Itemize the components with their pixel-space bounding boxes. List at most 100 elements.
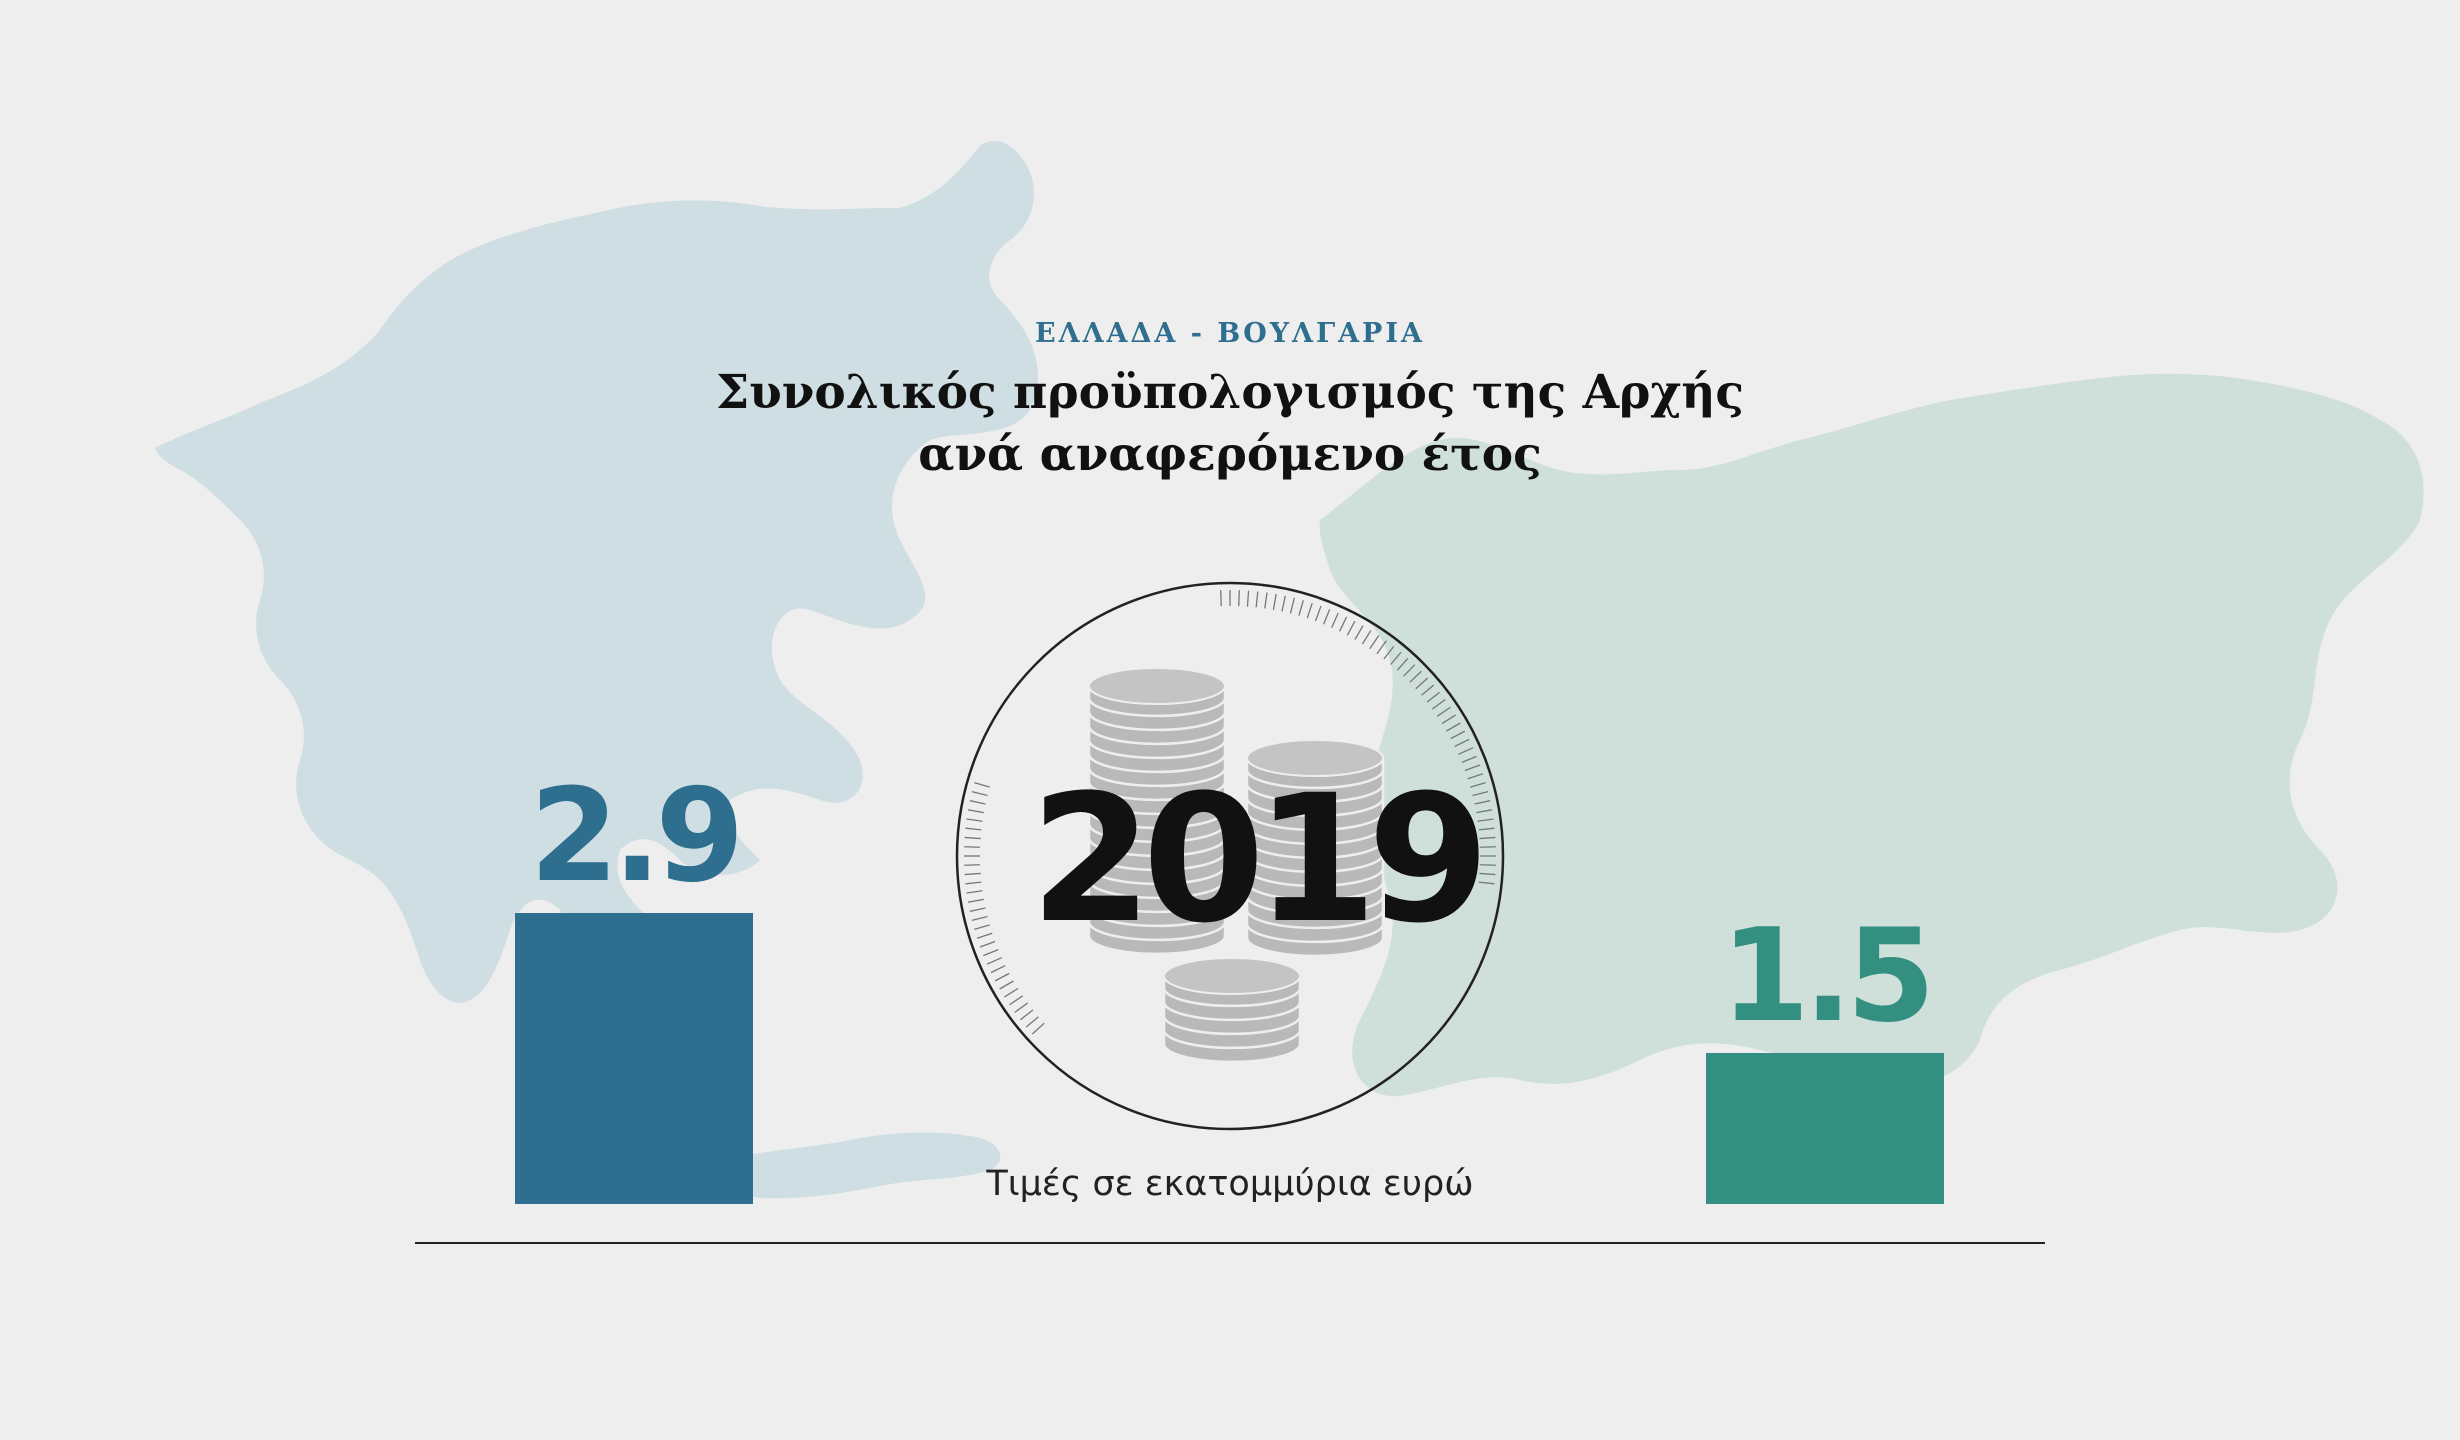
- dial-tick: [976, 932, 993, 939]
- dial-tick: [1220, 590, 1222, 607]
- dial-tick: [964, 836, 981, 840]
- dial-tick: [1281, 595, 1286, 612]
- dial-tick: [1339, 616, 1348, 632]
- chart-title: Συνολικός προϋπολογισμός της Αρχής ανά α…: [0, 362, 2460, 486]
- dial-tick: [971, 915, 988, 921]
- dial-tick: [1019, 1009, 1034, 1021]
- dial-tick: [969, 800, 986, 805]
- dial-tick: [967, 809, 984, 814]
- dial-tick: [1289, 597, 1295, 614]
- dial-tick: [1025, 1016, 1039, 1028]
- crete-shape: [727, 1132, 1001, 1199]
- dial-tick: [969, 907, 986, 912]
- chart-title-line-2: ανά αναφερόμενο έτος: [918, 427, 1542, 482]
- dial-tick: [1436, 706, 1451, 717]
- dial-tick: [1478, 881, 1495, 885]
- dial-tick: [1461, 755, 1477, 763]
- dial-tick: [1476, 809, 1493, 814]
- dial-tick: [1472, 791, 1489, 797]
- coin-stack: [1162, 957, 1302, 1064]
- year-dial: [955, 581, 1505, 1131]
- dial-tick: [1446, 722, 1461, 732]
- dial-tick: [1479, 836, 1496, 840]
- dial-tick: [965, 827, 982, 831]
- dial-tick: [1409, 670, 1422, 683]
- dial-tick: [966, 890, 983, 894]
- dial-tick: [964, 846, 981, 848]
- year-label: 2019: [1030, 757, 1490, 962]
- dial-tick: [990, 965, 1006, 974]
- dial-tick: [1331, 612, 1339, 628]
- dial-tick: [964, 872, 981, 876]
- dial-tick: [1477, 818, 1494, 822]
- chart-baseline: [415, 1242, 2045, 1244]
- dial-tick: [965, 881, 982, 885]
- bar-value-label-0: 2.9: [529, 762, 745, 911]
- dial-tick: [1431, 699, 1446, 710]
- dial-tick: [1479, 864, 1496, 866]
- dial-tick: [1346, 620, 1356, 636]
- dial-tick: [1383, 645, 1395, 660]
- dial-tick: [1390, 651, 1402, 665]
- dial-tick: [966, 818, 983, 822]
- dial-tick: [964, 864, 981, 866]
- dial-tick: [1450, 730, 1466, 740]
- dial-tick: [979, 940, 996, 948]
- dial-tick: [1478, 827, 1495, 831]
- dial-tick: [1376, 640, 1387, 655]
- dial-tick: [1314, 605, 1322, 622]
- chart-title-line-1: Συνολικός προϋπολογισμός της Αρχής: [715, 365, 1745, 420]
- dial-tick: [999, 980, 1014, 990]
- chart-subtitle: ΕΛΛΑΔΑ - ΒΟΥΛΓΑΡΙΑ: [1035, 318, 1425, 349]
- dial-tick: [1004, 987, 1019, 998]
- dial-tick: [1396, 657, 1409, 671]
- dial-tick: [1298, 600, 1304, 616]
- dial-tick: [1361, 630, 1372, 645]
- dial-tick: [1479, 872, 1496, 876]
- dial-tick: [1415, 677, 1429, 690]
- dial-tick: [1479, 846, 1496, 848]
- coin-stack: [1245, 739, 1385, 958]
- unit-note: Τιμές σε εκατομμύρια ευρώ: [986, 1164, 1474, 1204]
- dial-tick: [1369, 635, 1380, 650]
- dial-tick: [1272, 593, 1277, 610]
- coin-stack: [1087, 667, 1227, 956]
- bar-1: [1706, 1053, 1944, 1204]
- dial-tick: [1264, 592, 1268, 609]
- dial-tick: [1246, 590, 1250, 607]
- dial-tick: [974, 782, 990, 788]
- bar-0: [515, 913, 753, 1204]
- coin-stacks-icon: [1087, 667, 1385, 1064]
- dial-tick: [1354, 625, 1364, 640]
- dial-tick: [986, 957, 1002, 965]
- dial-tick: [1323, 609, 1331, 625]
- dial-tick: [1470, 782, 1486, 788]
- dial-tick: [971, 791, 988, 797]
- greece-map-shape: [155, 141, 1039, 1003]
- dial-tick: [1306, 602, 1313, 619]
- dial-tick: [983, 949, 999, 957]
- dial-ticks: [964, 590, 1496, 1035]
- dial-tick: [1014, 1002, 1029, 1013]
- dial-tick: [1426, 691, 1441, 703]
- dial-tick: [1009, 995, 1024, 1006]
- dial-tick: [1474, 800, 1491, 805]
- bulgaria-map-shape: [1319, 373, 2424, 1097]
- dial-tick: [1464, 764, 1481, 772]
- dial-ring: [955, 581, 1505, 1131]
- dial-tick: [974, 924, 990, 930]
- dial-tick: [1441, 714, 1456, 725]
- dial-tick: [1238, 590, 1240, 607]
- dial-tick: [1458, 747, 1474, 755]
- dial-tick: [1403, 664, 1416, 677]
- dial-tick: [1255, 591, 1259, 608]
- dial-tick: [967, 898, 984, 903]
- dial-tick: [994, 972, 1010, 982]
- dial-tick: [1467, 773, 1484, 780]
- dial-tick: [1454, 738, 1470, 747]
- dial-tick: [1031, 1022, 1045, 1035]
- bar-value-label-1: 1.5: [1720, 902, 1936, 1051]
